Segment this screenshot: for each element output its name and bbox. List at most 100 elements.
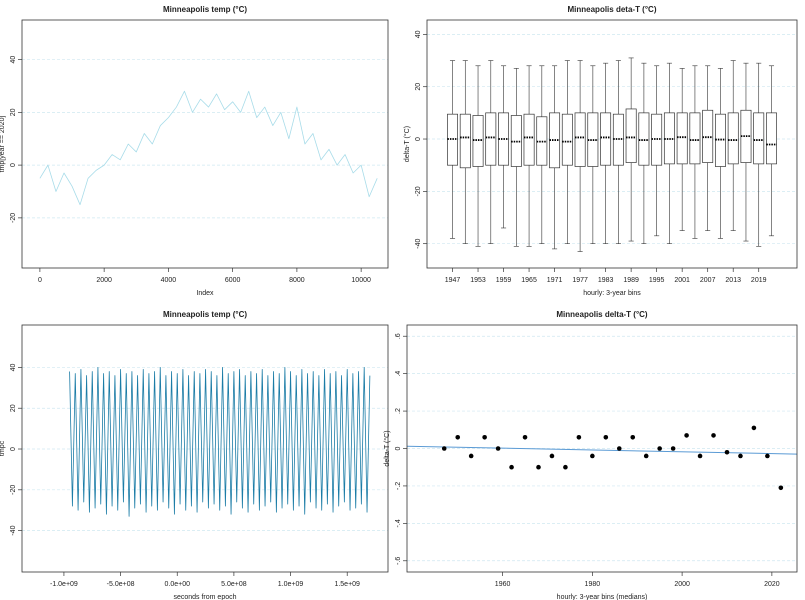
x-tick-label: 1965 [521, 277, 537, 284]
x-tick-label: 0 [38, 277, 42, 284]
y-axis-label: tmpc [0, 440, 6, 456]
x-axis-label: seconds from epoch [173, 594, 236, 600]
y-tick-label: 40 [10, 56, 17, 64]
median-point [576, 434, 582, 440]
y-tick-label: -.6 [395, 557, 402, 565]
x-tick-label: 1953 [470, 277, 486, 284]
x-tick-label: 1947 [445, 277, 461, 284]
median-point [468, 453, 474, 459]
y-tick-label: 20 [415, 83, 422, 91]
box [625, 108, 637, 163]
plot-frame [21, 19, 389, 269]
y-tick-label: -20 [10, 213, 17, 223]
chart-title: Minneapolis delta-T (°C) [556, 310, 648, 319]
median-point [711, 433, 716, 438]
x-tick-label: 10000 [351, 277, 371, 284]
box [766, 112, 777, 165]
y-tick-label: -40 [10, 525, 17, 535]
y-tick-label: -40 [415, 239, 422, 249]
x-tick-label: 2000 [96, 277, 112, 284]
x-tick-label: 2013 [725, 277, 741, 284]
y-tick-label: .4 [395, 371, 402, 377]
x-tick-label: 1.5e+09 [334, 581, 360, 588]
box [523, 113, 535, 166]
box [727, 112, 739, 165]
median-point [738, 453, 743, 459]
median-point [495, 446, 501, 451]
x-tick-label: 0.0e+00 [164, 581, 190, 588]
y-tick-label: 0 [415, 137, 422, 141]
plot-frame [21, 324, 389, 573]
y-tick-label: .6 [395, 333, 402, 339]
box [600, 112, 612, 166]
x-tick-label: 1980 [585, 581, 601, 588]
median-point [603, 434, 609, 440]
y-tick-label: -20 [10, 485, 17, 495]
box [472, 115, 484, 167]
median-point [751, 425, 757, 431]
box [676, 112, 688, 165]
x-tick-label: 1983 [598, 277, 614, 284]
median-point [441, 446, 447, 451]
x-tick-label: 1960 [495, 581, 511, 588]
median-point [482, 434, 487, 440]
x-tick-label: 1989 [623, 277, 639, 284]
temperature-line [69, 367, 371, 517]
median-point [590, 453, 595, 459]
median-point [697, 453, 703, 459]
x-tick-label: 6000 [225, 277, 241, 284]
median-point [616, 446, 622, 451]
x-tick-label: 1.0e+09 [278, 581, 304, 588]
x-axis-label: hourly: 3-year bins (medians) [557, 594, 648, 600]
median-point [522, 434, 528, 440]
box [561, 113, 573, 166]
y-tick-label: -20 [415, 186, 422, 196]
box [638, 112, 650, 166]
x-tick-label: 2000 [674, 581, 690, 588]
y-tick-label: -.4 [395, 519, 402, 527]
box [689, 112, 701, 165]
y-tick-label: 0 [395, 446, 402, 450]
y-axis-label: delta-T (°C) [403, 126, 411, 162]
chart-title: Minneapolis temp (°C) [163, 5, 247, 14]
chart-title: Minneapolis deta-T (°C) [568, 5, 657, 14]
x-tick-label: 4000 [161, 277, 177, 284]
y-tick-label: 40 [415, 30, 422, 38]
y-tick-label: 0 [10, 163, 17, 167]
median-point [670, 446, 676, 451]
y-tick-label: 20 [10, 404, 17, 412]
median-point [765, 453, 770, 459]
median-point [657, 446, 662, 451]
box [459, 113, 471, 169]
x-tick-label: 8000 [289, 277, 305, 284]
median-point [509, 464, 514, 470]
x-tick-label: 1977 [572, 277, 588, 284]
x-tick-label: 2019 [751, 277, 767, 284]
plot-frame [426, 19, 798, 269]
x-tick-label: 1959 [496, 277, 512, 284]
median-point [724, 449, 730, 455]
median-point [549, 453, 555, 459]
chart-title: Minneapolis temp (°C) [163, 310, 247, 319]
x-tick-label: 1971 [547, 277, 563, 284]
x-tick-label: 5.0e+08 [221, 581, 247, 588]
median-point [455, 434, 461, 440]
box [485, 112, 497, 166]
plot-frame [406, 324, 798, 573]
y-tick-label: 0 [10, 447, 17, 451]
box [574, 112, 586, 167]
median-point [563, 464, 568, 470]
y-tick-label: 40 [10, 363, 17, 371]
x-axis-label: Index [196, 290, 214, 297]
temperature-line [39, 90, 378, 206]
median-point [536, 464, 541, 470]
x-tick-label: 2020 [764, 581, 780, 588]
median-point [643, 453, 649, 459]
y-axis-label: tmp[year == 2020] [0, 116, 6, 173]
x-tick-label: -1.0e+09 [50, 581, 78, 588]
median-point [630, 434, 636, 440]
median-point [684, 433, 689, 438]
x-axis-label: hourly: 3-year bins [583, 290, 641, 297]
y-axis-label: delta-T (°C) [383, 430, 391, 466]
